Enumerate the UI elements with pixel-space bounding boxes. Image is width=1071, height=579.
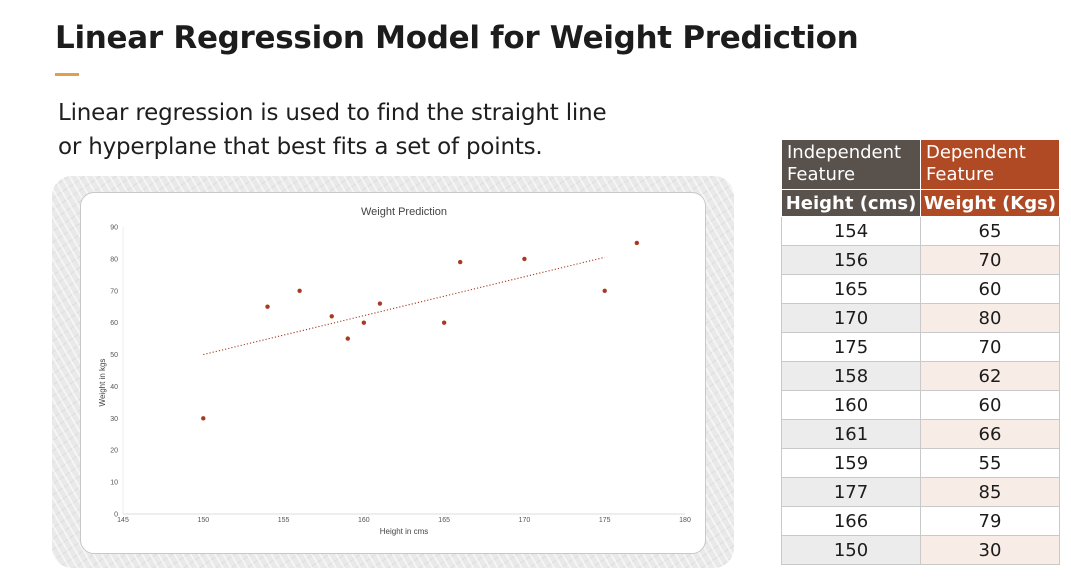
y-tick-label: 90 xyxy=(110,225,118,232)
y-axis-title: Weight in kgs xyxy=(98,359,107,407)
x-tick-label: 160 xyxy=(358,517,370,524)
table-row: 156 70 xyxy=(781,245,1060,275)
height-cell: 150 xyxy=(781,535,921,565)
table-row: 170 80 xyxy=(781,303,1060,333)
table-header-row: Independent Feature Dependent Feature xyxy=(781,139,1060,190)
height-cell: 170 xyxy=(781,303,921,333)
height-cell: 166 xyxy=(781,506,921,536)
data-point xyxy=(297,288,302,293)
header-dependent-feature: Dependent Feature xyxy=(920,139,1060,190)
weight-cell: 66 xyxy=(920,419,1060,449)
data-point xyxy=(458,259,463,265)
weight-cell: 70 xyxy=(920,332,1060,362)
data-table: Independent Feature Dependent Feature He… xyxy=(781,139,1060,565)
trendline xyxy=(203,256,605,356)
table-row: 161 66 xyxy=(781,419,1060,449)
data-point xyxy=(265,304,270,309)
height-cell: 175 xyxy=(781,332,921,362)
y-tick-label: 20 xyxy=(110,448,118,455)
data-point xyxy=(329,314,334,319)
height-cell: 177 xyxy=(781,477,921,507)
table-row: 166 79 xyxy=(781,506,1060,536)
data-point xyxy=(602,288,607,293)
data-point xyxy=(201,416,206,421)
table-row: 177 85 xyxy=(781,477,1060,507)
height-cell: 156 xyxy=(781,245,921,275)
height-cell: 158 xyxy=(781,361,921,391)
table-body: 154 65 156 70 165 60 170 80 175 70 158 62 160 60 161 66… xyxy=(781,216,1060,565)
table-row: 159 55 xyxy=(781,448,1060,478)
table-row: 154 65 xyxy=(781,216,1060,246)
header-independent-feature: Independent Feature xyxy=(781,139,921,190)
height-cell: 160 xyxy=(781,390,921,420)
x-axis-ticks: 145 150 155 160 165 170 175 180 xyxy=(117,517,691,524)
subheader-height: Height (cms) xyxy=(781,189,921,217)
chart-title: Weight Prediction xyxy=(361,206,447,218)
chart-card xyxy=(80,192,706,554)
data-point xyxy=(522,256,527,262)
weight-cell: 70 xyxy=(920,245,1060,275)
subheader-weight: Weight (Kgs) xyxy=(920,189,1060,217)
x-tick-label: 175 xyxy=(599,517,611,524)
x-tick-label: 180 xyxy=(679,517,691,524)
weight-cell: 55 xyxy=(920,448,1060,478)
height-cell: 154 xyxy=(781,216,921,246)
height-cell: 159 xyxy=(781,448,921,478)
y-tick-label: 0 xyxy=(114,512,118,519)
height-cell: 165 xyxy=(781,274,921,304)
weight-cell: 80 xyxy=(920,303,1060,333)
data-point xyxy=(634,240,640,246)
height-cell: 161 xyxy=(781,419,921,449)
weight-cell: 62 xyxy=(920,361,1060,391)
slide-title: Linear Regression Model for Weight Predi… xyxy=(55,20,859,56)
x-tick-label: 145 xyxy=(117,517,129,524)
data-point xyxy=(361,320,367,325)
table-row: 150 30 xyxy=(781,535,1060,565)
table-row: 165 60 xyxy=(781,274,1060,304)
x-tick-label: 155 xyxy=(278,517,290,524)
weight-cell: 85 xyxy=(920,477,1060,507)
scatter-chart: Weight Prediction 0 10 20 30 40 50 60 70 80 90 14… xyxy=(98,206,691,536)
table-row: 158 62 xyxy=(781,361,1060,391)
y-tick-label: 30 xyxy=(110,416,118,423)
intro-text: Linear regression is used to find the st… xyxy=(58,100,607,160)
table-row: 175 70 xyxy=(781,332,1060,362)
x-tick-label: 170 xyxy=(519,517,531,524)
y-axis-ticks: 0 10 20 30 40 50 60 70 80 90 xyxy=(110,225,118,519)
x-axis-title: Height in cms xyxy=(380,527,428,536)
weight-cell: 65 xyxy=(920,216,1060,246)
y-tick-label: 60 xyxy=(110,320,118,327)
y-tick-label: 40 xyxy=(110,384,118,391)
y-tick-label: 80 xyxy=(110,256,118,263)
weight-cell: 79 xyxy=(920,506,1060,536)
table-row: 160 60 xyxy=(781,390,1060,420)
title-accent-bar xyxy=(55,73,79,76)
weight-cell: 30 xyxy=(920,535,1060,565)
data-point xyxy=(377,301,383,306)
weight-cell: 60 xyxy=(920,390,1060,420)
y-tick-label: 10 xyxy=(110,480,118,487)
table-subheader-row: Height (cms) Weight (Kgs) xyxy=(781,189,1060,217)
data-points xyxy=(201,240,640,421)
data-point xyxy=(441,320,447,325)
y-tick-label: 50 xyxy=(110,352,118,359)
y-tick-label: 70 xyxy=(110,288,118,295)
x-tick-label: 150 xyxy=(197,517,209,524)
data-point xyxy=(345,336,350,341)
weight-cell: 60 xyxy=(920,274,1060,304)
x-tick-label: 165 xyxy=(438,517,450,524)
